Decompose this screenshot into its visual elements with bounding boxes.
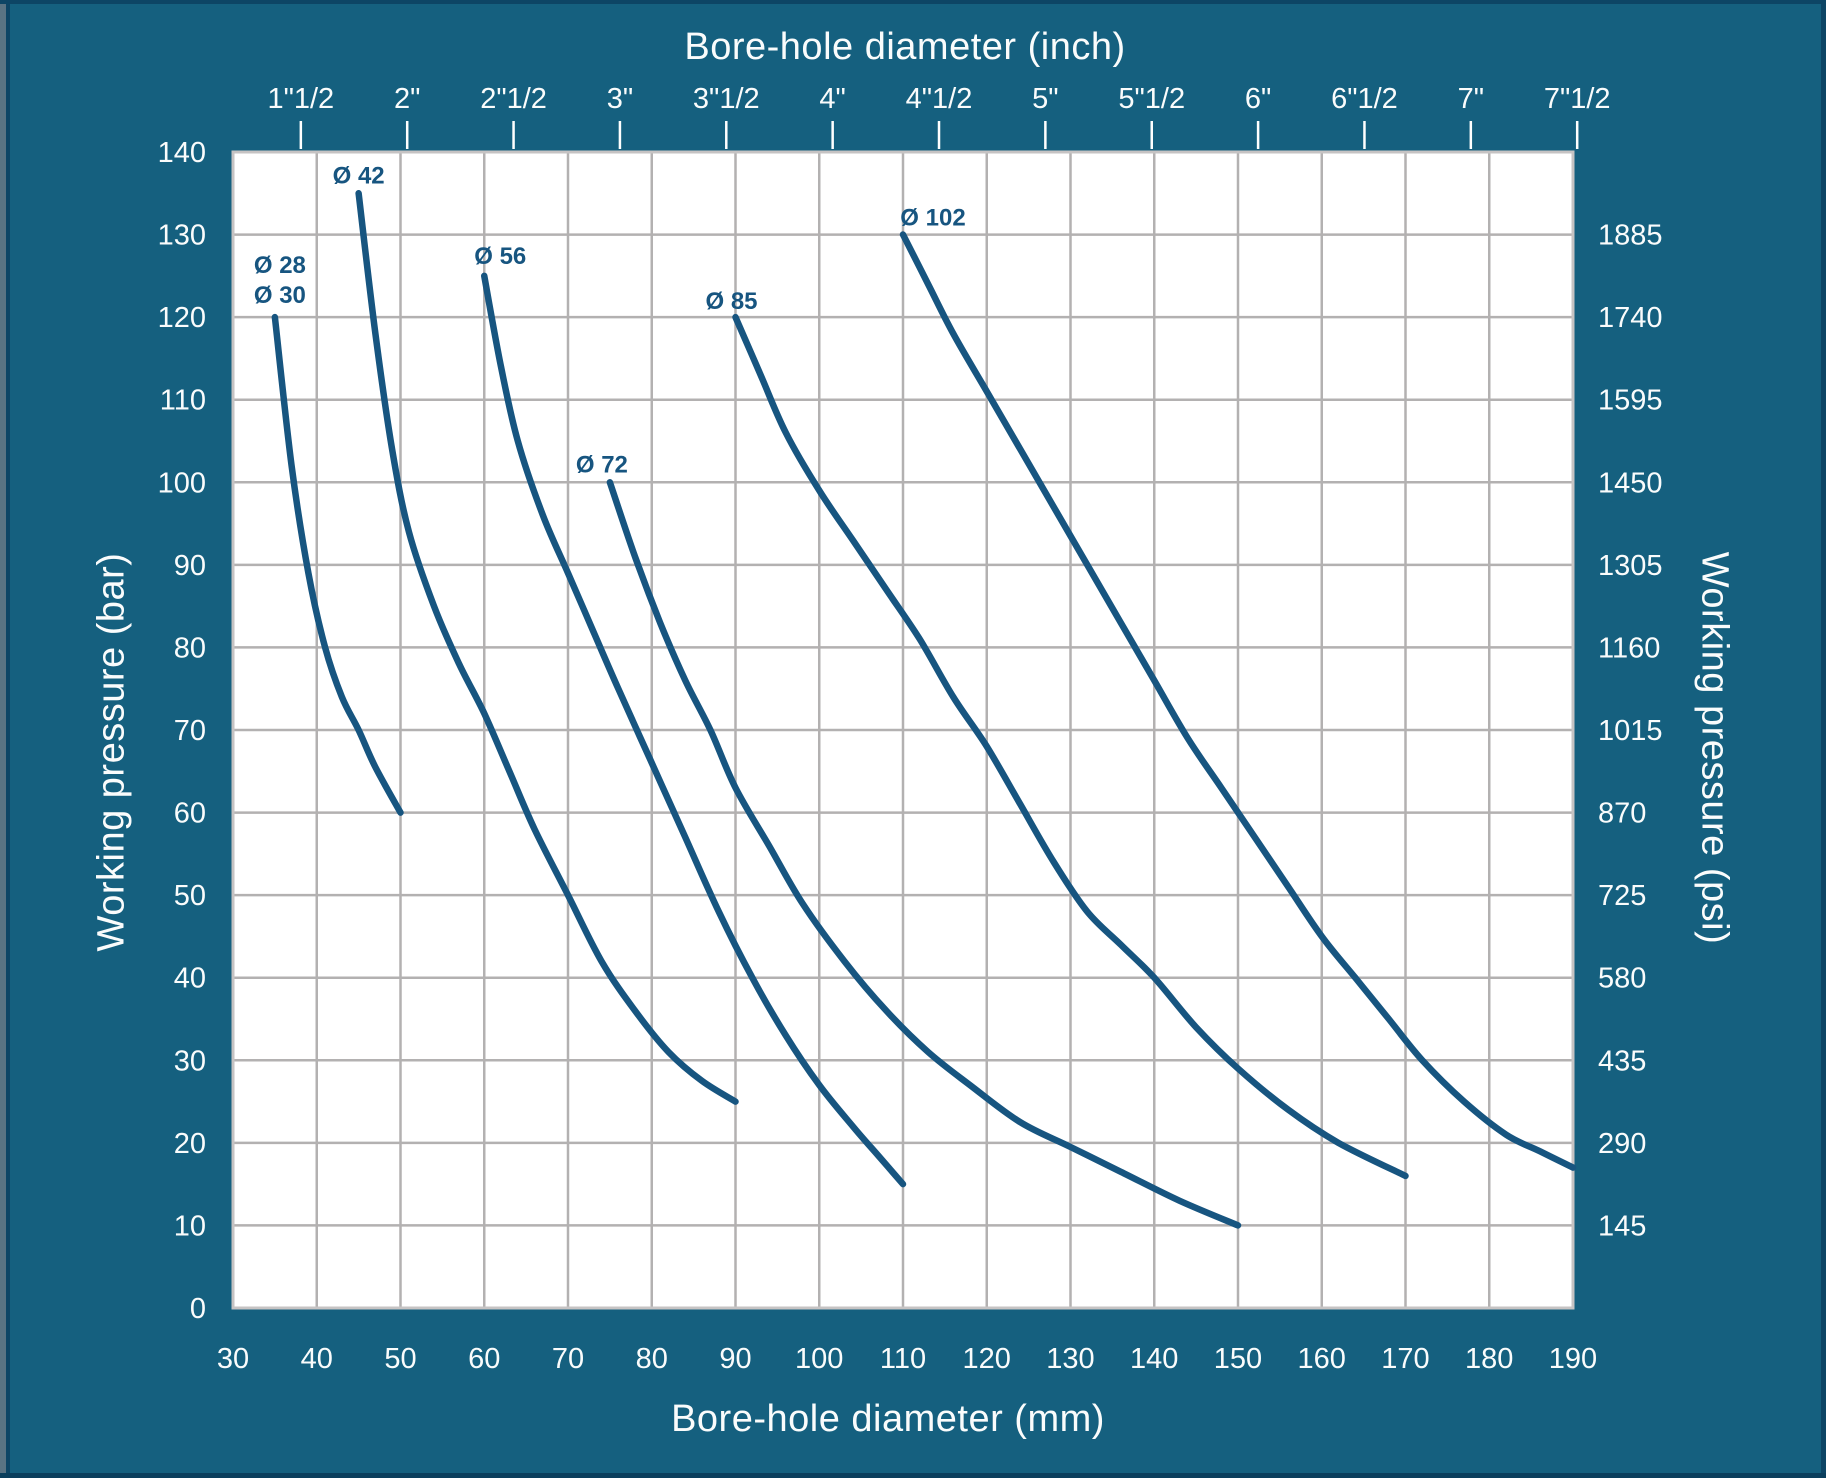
bar-tick-label: 130 <box>158 220 206 252</box>
bar-tick-label: 20 <box>174 1128 206 1160</box>
bar-tick-label: 140 <box>158 137 206 169</box>
mm-tick-labels: 30 40 50 60 70 80 90 100 110 120 130 140 150 160 170 18… <box>217 1343 1597 1375</box>
curve-o56 <box>481 272 907 1188</box>
bar-tick-label: 40 <box>174 963 206 995</box>
mm-tick-label: 110 <box>880 1343 926 1375</box>
inch-tick-label: 2"1/2 <box>480 83 547 115</box>
inch-tick-label: 7"1/2 <box>1544 83 1611 115</box>
inch-tick-label: 4"1/2 <box>906 83 973 115</box>
inch-tick-label: 3" <box>607 83 633 115</box>
bar-tick-labels: 0 10 20 30 40 50 60 70 80 90 100 110 120 130 140 <box>158 137 206 1325</box>
inch-tick-label: 3"1/2 <box>693 83 760 115</box>
psi-tick-label: 435 <box>1598 1045 1646 1077</box>
psi-tick-label: 1595 <box>1598 385 1663 417</box>
psi-tick-label: 1015 <box>1598 715 1663 747</box>
psi-tick-labels: 145 290 435 580 725 870 1015 1160 1305 1450 1595 17… <box>1598 220 1663 1243</box>
mm-tick-label: 160 <box>1298 1343 1346 1375</box>
bar-tick-label: 50 <box>174 880 206 912</box>
inch-tick-label: 6"1/2 <box>1331 83 1398 115</box>
psi-tick-label: 1885 <box>1598 220 1663 252</box>
curve-label-o72: Ø 72 <box>576 451 628 478</box>
curve-label-o42: Ø 42 <box>333 162 385 189</box>
plot-border <box>231 150 1575 1310</box>
bar-tick-label: 0 <box>190 1293 206 1325</box>
curve-o72 <box>606 479 1242 1229</box>
top-axis-title: Bore-hole diameter (inch) <box>684 26 1126 68</box>
curves <box>271 190 1577 1229</box>
curve-label-o85: Ø 85 <box>705 288 757 315</box>
psi-tick-label: 1305 <box>1598 550 1663 582</box>
mm-tick-label: 100 <box>795 1343 843 1375</box>
curve-label-o102: Ø 102 <box>900 205 965 232</box>
inch-tick-label: 2" <box>394 83 420 115</box>
psi-tick-label: 870 <box>1598 798 1646 830</box>
psi-tick-label: 580 <box>1598 963 1646 995</box>
curve-label-o28_30: Ø 28 <box>254 252 306 279</box>
bar-tick-label: 110 <box>160 385 206 417</box>
psi-tick-label: 725 <box>1598 880 1646 912</box>
psi-tick-label: 1740 <box>1598 302 1663 334</box>
gridlines <box>231 150 1575 1310</box>
inch-tick-label: 5"1/2 <box>1118 83 1185 115</box>
mm-tick-label: 120 <box>963 1343 1011 1375</box>
inch-tick-label: 7" <box>1458 83 1484 115</box>
bar-tick-label: 80 <box>174 632 206 664</box>
curve-labels: Ø 28 Ø 30 Ø 42 Ø 56 Ø 72 Ø 85 Ø 102 <box>254 162 966 478</box>
bar-tick-label: 90 <box>174 550 206 582</box>
mm-tick-label: 30 <box>217 1343 249 1375</box>
mm-tick-label: 50 <box>384 1343 416 1375</box>
mm-tick-label: 180 <box>1465 1343 1513 1375</box>
curve-o85 <box>732 313 1409 1180</box>
bar-tick-label: 70 <box>174 715 206 747</box>
mm-tick-label: 170 <box>1381 1343 1429 1375</box>
curve-o28_30 <box>271 313 404 816</box>
inch-tick-labels: 1"1/2 2" 2"1/2 3" 3"1/2 4" 4"1/2 5" 5"1/2 6" 6"1/2… <box>267 83 1610 115</box>
psi-tick-label: 145 <box>1598 1210 1646 1242</box>
mm-tick-label: 130 <box>1046 1343 1094 1375</box>
mm-tick-label: 40 <box>301 1343 333 1375</box>
mm-tick-label: 80 <box>636 1343 668 1375</box>
mm-tick-label: 70 <box>552 1343 584 1375</box>
bar-tick-label: 10 <box>174 1210 206 1242</box>
bar-tick-label: 60 <box>174 798 206 830</box>
inch-tick-label: 1"1/2 <box>267 83 334 115</box>
bar-tick-label: 120 <box>158 302 206 334</box>
bar-tick-label: 30 <box>174 1045 206 1077</box>
curve-label-o28_30: Ø 30 <box>254 282 306 309</box>
mm-tick-label: 140 <box>1130 1343 1178 1375</box>
bar-tick-label: 100 <box>158 467 206 499</box>
curve-o102 <box>899 231 1577 1171</box>
mm-tick-label: 90 <box>719 1343 751 1375</box>
mm-tick-label: 150 <box>1214 1343 1262 1375</box>
curve-o42 <box>355 190 739 1105</box>
psi-tick-label: 290 <box>1598 1128 1646 1160</box>
mm-tick-label: 60 <box>468 1343 500 1375</box>
inch-tick-label: 4" <box>819 83 845 115</box>
bottom-axis-title: Bore-hole diameter (mm) <box>671 1398 1105 1440</box>
inch-tick-label: 6" <box>1245 83 1271 115</box>
inch-tick-label: 5" <box>1032 83 1058 115</box>
curve-label-o56: Ø 56 <box>474 243 526 270</box>
mm-tick-label: 190 <box>1549 1343 1597 1375</box>
inch-axis-ticks <box>299 121 1579 149</box>
psi-tick-label: 1160 <box>1598 632 1660 664</box>
psi-tick-label: 1450 <box>1598 467 1663 499</box>
